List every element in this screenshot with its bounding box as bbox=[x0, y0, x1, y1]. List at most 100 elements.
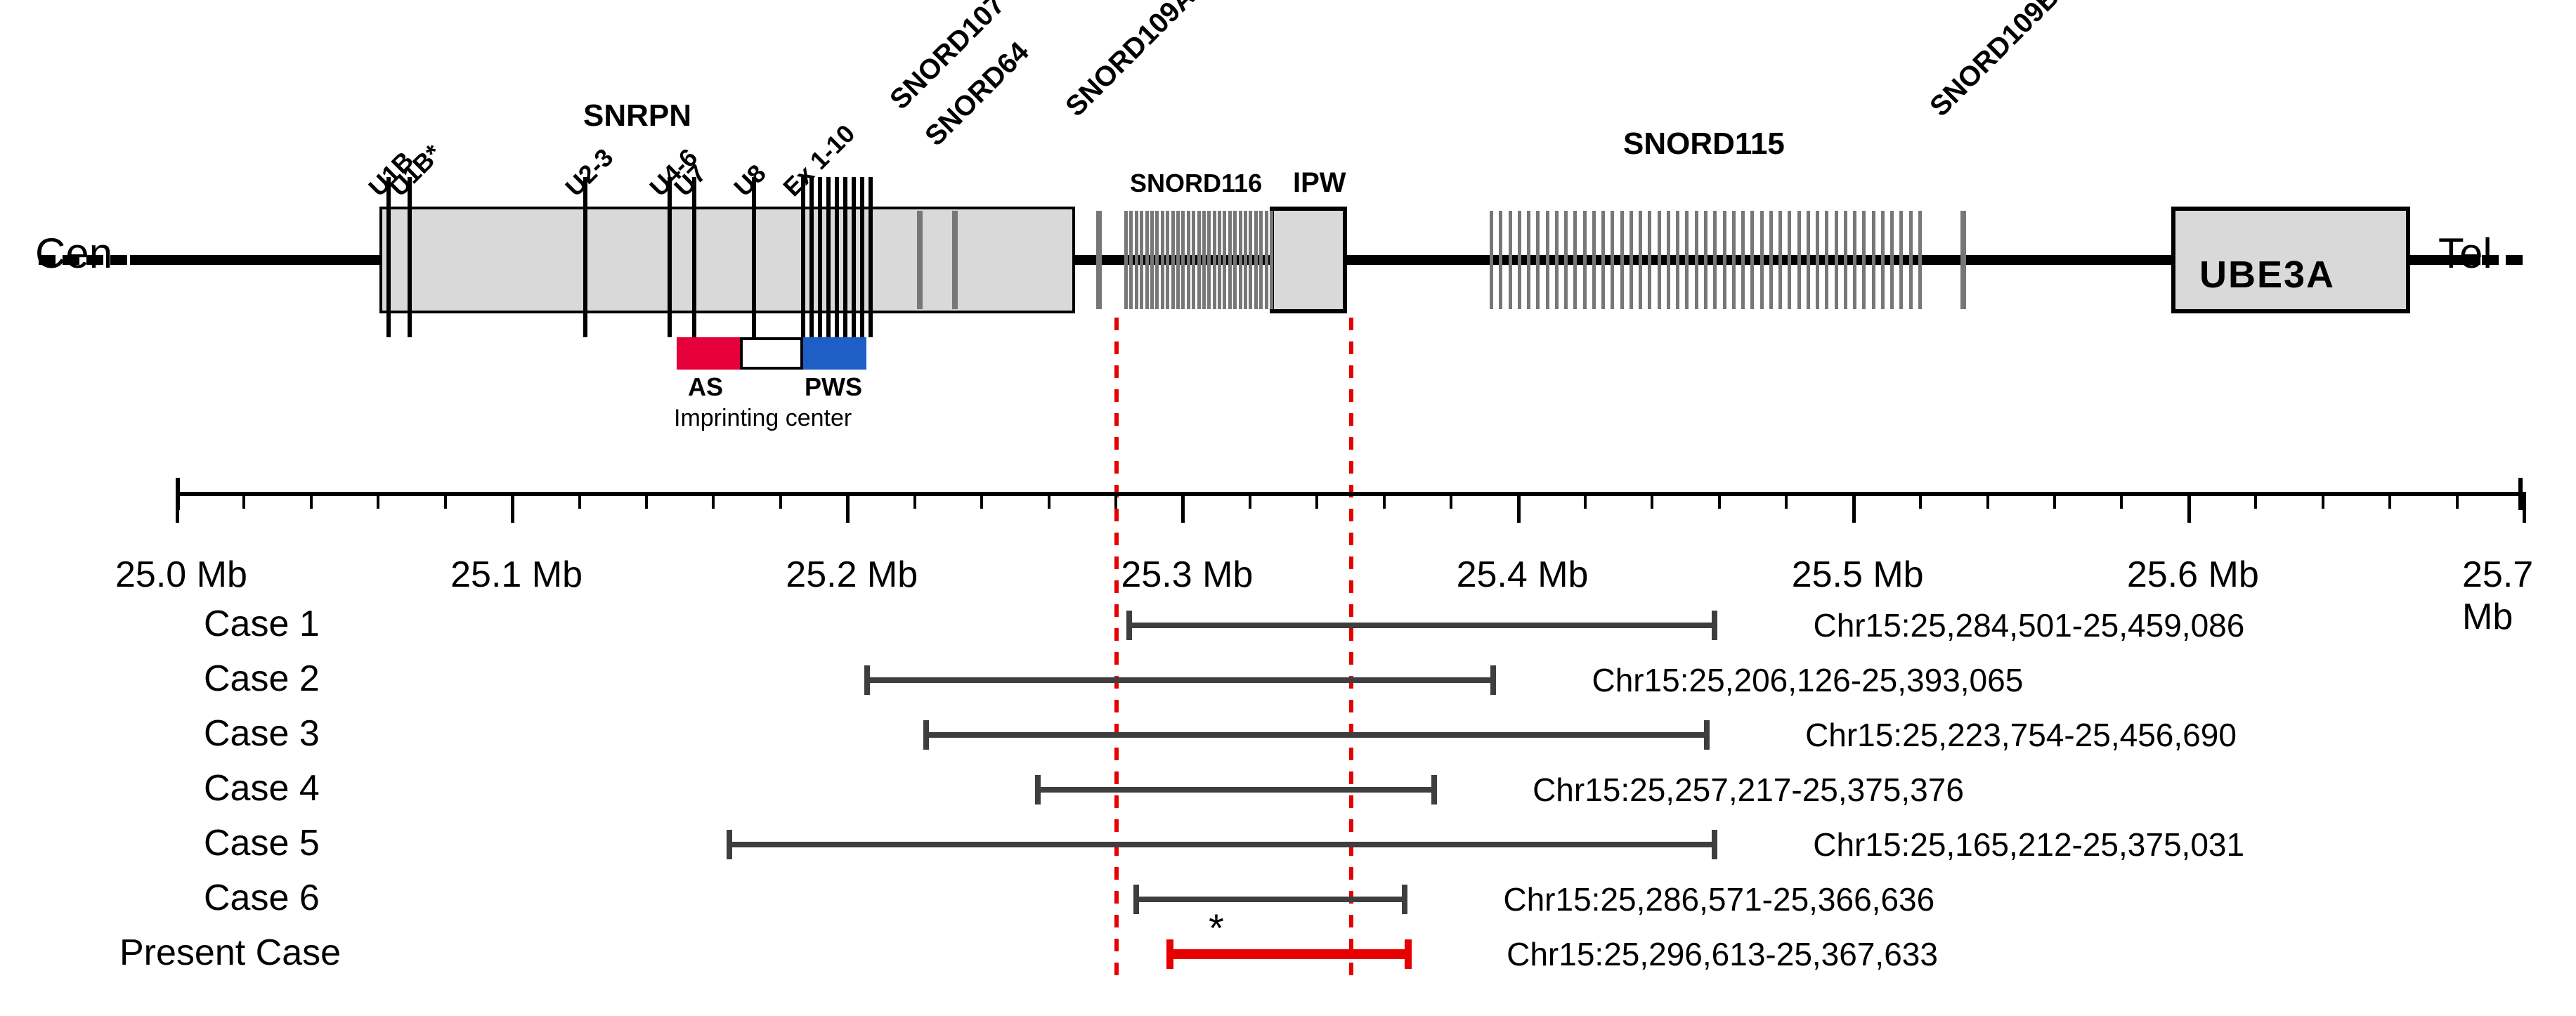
red-dashed bbox=[1349, 533, 1353, 545]
snord116-tick bbox=[1187, 211, 1190, 309]
red-dashed bbox=[1349, 365, 1353, 378]
exon-tick bbox=[826, 177, 831, 337]
present-case-label: Present Case bbox=[119, 932, 341, 974]
red-dashed bbox=[1114, 365, 1119, 378]
snord115-tick bbox=[1499, 211, 1502, 309]
red-dashed bbox=[1114, 318, 1119, 330]
snord116-tick bbox=[1228, 211, 1232, 309]
gene-tick bbox=[692, 177, 696, 337]
snord116-tick bbox=[1239, 211, 1242, 309]
imprinting-label: Imprinting center bbox=[674, 405, 852, 432]
pws-label: PWS bbox=[805, 372, 862, 402]
red-dashed bbox=[1114, 867, 1119, 880]
snord115-tick bbox=[1518, 211, 1521, 309]
red-dashed bbox=[1114, 437, 1119, 450]
snord116-tick bbox=[1249, 211, 1252, 309]
snord115-tick bbox=[1862, 211, 1866, 309]
snord116-tick bbox=[1129, 211, 1133, 309]
red-dashed bbox=[1349, 461, 1353, 474]
scale-axis bbox=[176, 492, 2523, 496]
scale-minor-tick bbox=[1718, 492, 1721, 509]
red-dashed bbox=[1349, 509, 1353, 521]
present-case-cap bbox=[1166, 939, 1173, 969]
case-cap bbox=[923, 720, 929, 750]
snord115-tick bbox=[1807, 211, 1810, 309]
case-line bbox=[867, 677, 1494, 683]
case-coord: Chr15:25,206,126-25,393,065 bbox=[1592, 661, 2023, 699]
case-label: Case 1 bbox=[204, 603, 320, 645]
scale-minor-tick bbox=[1114, 492, 1117, 509]
scale-minor-tick bbox=[242, 492, 245, 509]
present-case-coord: Chr15:25,296,613-25,367,633 bbox=[1507, 935, 1938, 973]
snord115-tick bbox=[1853, 211, 1856, 309]
case-line bbox=[1129, 623, 1715, 628]
snord116-tick bbox=[1259, 211, 1263, 309]
snord116-tick bbox=[1223, 211, 1226, 309]
red-dashed bbox=[1349, 652, 1353, 665]
snord115-tick bbox=[1620, 211, 1624, 309]
red-dashed bbox=[1349, 963, 1353, 975]
red-dashed bbox=[1114, 628, 1119, 641]
red-dashed bbox=[1114, 652, 1119, 665]
scale-minor-tick bbox=[1584, 492, 1587, 509]
snord116-tick bbox=[1202, 211, 1206, 309]
red-dashed bbox=[1349, 580, 1353, 593]
scale-label: 25.0 Mb bbox=[115, 554, 247, 596]
snord115-tick bbox=[1890, 211, 1894, 309]
snord115-tick bbox=[1769, 211, 1773, 309]
snord116-tick bbox=[1176, 211, 1180, 309]
snord115-tick bbox=[1536, 211, 1540, 309]
red-dashed bbox=[1114, 939, 1119, 951]
scale-minor-tick bbox=[913, 492, 916, 509]
imprinting-as bbox=[677, 337, 740, 370]
scale-label: 25.2 Mb bbox=[786, 554, 918, 596]
scale-minor-tick bbox=[1383, 492, 1386, 509]
scale-minor-tick bbox=[1048, 492, 1050, 509]
figure-root: CenTelUBE3ASNRPNSNORD115IPWSNORD116U1BU1… bbox=[0, 0, 2576, 1016]
snord115-tick bbox=[1546, 211, 1549, 309]
snord115-tick bbox=[1723, 211, 1726, 309]
scale-minor-tick bbox=[2456, 492, 2459, 509]
red-dashed bbox=[1114, 556, 1119, 569]
snord115-tick bbox=[1564, 211, 1568, 309]
snord115-tick bbox=[1648, 211, 1651, 309]
scale-minor-tick bbox=[980, 492, 983, 509]
snord115-tick bbox=[1509, 211, 1512, 309]
red-dashed bbox=[1349, 748, 1353, 760]
exon-tick bbox=[809, 177, 814, 337]
snord116-tick bbox=[1233, 211, 1237, 309]
scale-minor-tick bbox=[2053, 492, 2056, 509]
snord116-tick bbox=[1265, 211, 1268, 309]
snord-tick bbox=[952, 211, 958, 309]
scale-label: 25.7 Mb bbox=[2462, 554, 2576, 638]
exon-tick bbox=[860, 177, 864, 337]
snord109b-tick bbox=[1960, 211, 1966, 309]
red-dashed bbox=[1349, 628, 1353, 641]
gene-tick bbox=[583, 177, 587, 337]
red-dashed bbox=[1349, 413, 1353, 426]
snrpn-label: SNRPN bbox=[583, 98, 691, 133]
red-dashed bbox=[1349, 915, 1353, 927]
snord115-tick bbox=[1658, 211, 1661, 309]
chromosome-dashed-cen bbox=[110, 255, 127, 265]
snord116-tick bbox=[1207, 211, 1211, 309]
case-cap bbox=[1431, 775, 1437, 805]
scale-minor-tick bbox=[1785, 492, 1788, 509]
case-label: Case 6 bbox=[204, 877, 320, 919]
red-dashed bbox=[1114, 819, 1119, 832]
gene-tick bbox=[408, 177, 412, 337]
present-case-line bbox=[1170, 949, 1408, 959]
snord115-tick bbox=[1667, 211, 1670, 309]
red-dashed bbox=[1114, 748, 1119, 760]
red-dashed bbox=[1349, 700, 1353, 712]
scale-minor-tick bbox=[779, 492, 782, 509]
case-coord: Chr15:25,284,501-25,459,086 bbox=[1813, 606, 2244, 644]
scale-major-tick bbox=[176, 492, 179, 523]
snord115-tick bbox=[1732, 211, 1736, 309]
red-dashed bbox=[1114, 771, 1119, 784]
gene-tick bbox=[752, 177, 756, 337]
case-cap bbox=[1712, 830, 1717, 859]
snord109b-label: SNORD109B bbox=[1924, 0, 2066, 123]
scale-minor-tick bbox=[2254, 492, 2257, 509]
snord115-tick bbox=[1899, 211, 1903, 309]
